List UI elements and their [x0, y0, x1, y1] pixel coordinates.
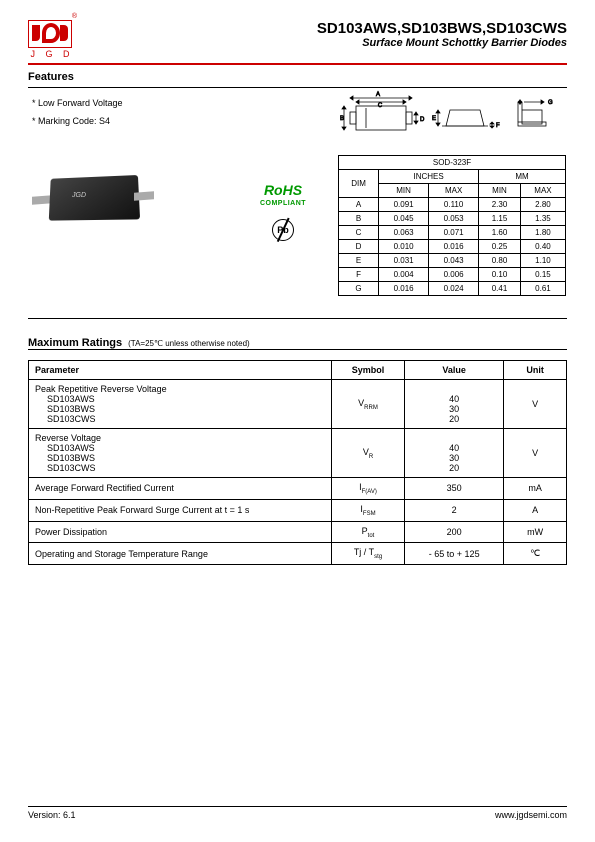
rohs-label: RoHS	[228, 182, 338, 198]
ratings-table: Parameter Symbol Value Unit Peak Repetit…	[28, 360, 567, 565]
dimensions-table: SOD-323F DIM INCHES MM MIN MAX MIN MAX A…	[338, 155, 566, 296]
logo: ® J G D	[28, 20, 76, 59]
ratings-title: Maximum Ratings	[28, 337, 122, 349]
footer-url: www.jgdsemi.com	[495, 810, 567, 820]
svg-text:D: D	[420, 117, 425, 123]
package-name: SOD-323F	[339, 156, 566, 170]
svg-text:C: C	[378, 103, 383, 109]
package-diagram: A C B D E	[338, 88, 558, 144]
svg-text:A: A	[376, 92, 380, 98]
subtitle: Surface Mount Schottky Barrier Diodes	[317, 37, 567, 49]
ratings-row: Average Forward Rectified CurrentIF(AV)3…	[29, 478, 567, 500]
header-divider	[28, 63, 567, 65]
dim-row: G0.0160.0240.410.61	[339, 282, 566, 296]
svg-text:E: E	[432, 116, 436, 122]
dim-row: D0.0100.0160.250.40	[339, 240, 566, 254]
features-title: Features	[28, 71, 567, 83]
footer: Version: 6.1 www.jgdsemi.com	[28, 806, 567, 820]
dim-row: F0.0040.0060.100.15	[339, 268, 566, 282]
svg-text:G: G	[548, 100, 553, 106]
dim-row: B0.0450.0531.151.35	[339, 212, 566, 226]
ratings-note: (TA=25℃ unless otherwise noted)	[128, 339, 250, 348]
pb-free-icon: Pb	[272, 219, 294, 241]
ratings-row: Peak Repetitive Reverse VoltageSD103AWSS…	[29, 380, 567, 429]
svg-text:B: B	[340, 116, 344, 122]
ratings-row: Operating and Storage Temperature RangeT…	[29, 543, 567, 565]
ratings-row: Non-Repetitive Peak Forward Surge Curren…	[29, 499, 567, 521]
dim-row: A0.0910.1102.302.80	[339, 198, 566, 212]
rohs-sub: COMPLIANT	[228, 200, 338, 207]
feature-item: * Low Forward Voltage	[32, 98, 228, 108]
logo-text: J G D	[28, 49, 76, 59]
ratings-row: Power DissipationPtot200mW	[29, 521, 567, 543]
component-image: JGD	[28, 166, 158, 246]
section-divider	[28, 318, 567, 319]
part-numbers: SD103AWS,SD103BWS,SD103CWS	[317, 20, 567, 37]
feature-item: * Marking Code: S4	[32, 116, 228, 126]
features-list: * Low Forward Voltage * Marking Code: S4	[32, 98, 228, 126]
version-label: Version: 6.1	[28, 810, 76, 820]
dim-row: C0.0630.0711.601.80	[339, 226, 566, 240]
ratings-row: Reverse VoltageSD103AWSSD103BWSSD103CWSV…	[29, 429, 567, 478]
svg-text:F: F	[496, 123, 500, 129]
dim-row: E0.0310.0430.801.10	[339, 254, 566, 268]
ratings-divider	[28, 349, 567, 350]
